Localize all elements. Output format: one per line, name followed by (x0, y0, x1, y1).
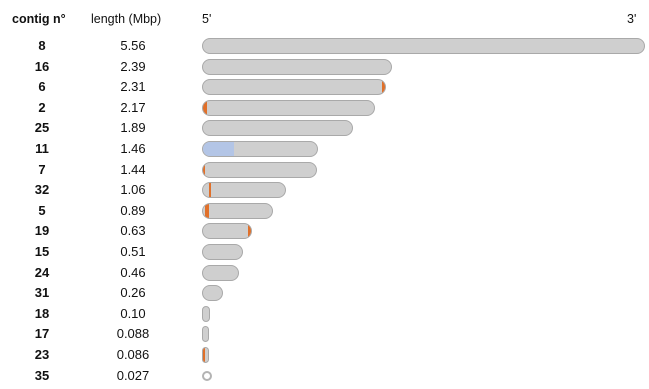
contig-row: 8 5.56 (0, 36, 649, 57)
contig-bar-track (202, 38, 645, 54)
contig-bar (202, 223, 253, 240)
contig-bar (202, 305, 210, 322)
contig-bar-track (202, 326, 645, 343)
contig-bar (202, 58, 393, 75)
contig-length: 1.44 (120, 161, 146, 177)
contig-length: 0.51 (120, 243, 146, 259)
contig-id: 16 (34, 58, 50, 74)
contig-bar-track (202, 305, 645, 322)
contig-row: 5 0.89 (0, 201, 649, 222)
contig-bar-track (202, 346, 645, 363)
orange-site-mark (205, 203, 209, 218)
contig-row: 2 2.17 (0, 98, 649, 119)
contig-row: 11 1.46 (0, 139, 649, 160)
contig-row: 15 0.51 (0, 242, 649, 263)
contig-id: 7 (38, 161, 46, 177)
contig-id: 23 (34, 346, 50, 362)
contig-id: 19 (34, 223, 50, 239)
contig-bar-track (202, 182, 645, 199)
contig-id: 11 (35, 140, 49, 156)
contig-row: 24 0.46 (0, 263, 649, 284)
contig-length: 0.26 (120, 285, 146, 301)
contig-length: 2.39 (120, 58, 146, 74)
contig-bar (202, 285, 223, 302)
contig-id: 6 (38, 79, 46, 95)
contig-bar (202, 161, 317, 178)
orange-site-mark (203, 100, 208, 115)
contig-bar-track (202, 243, 645, 260)
contig-bar-track (202, 202, 645, 219)
contig-length: 2.31 (120, 79, 146, 95)
contig-length: 0.027 (116, 367, 150, 383)
contig-bar (202, 182, 287, 199)
contig-bar (202, 79, 387, 96)
contig-row: 19 0.63 (0, 221, 649, 242)
contig-bar (202, 99, 375, 116)
length-header: length (Mbp) (91, 12, 162, 26)
contig-bar-track (202, 161, 645, 178)
contig-bar-track (202, 99, 645, 116)
contig-row: 7 1.44 (0, 160, 649, 181)
contig-length: 0.086 (116, 346, 150, 362)
contig-number-header: contig n° (12, 12, 66, 26)
contig-bar (202, 326, 209, 343)
orange-site-mark (248, 224, 252, 239)
contig-bar (202, 140, 319, 157)
contig-id: 32 (34, 182, 50, 198)
contig-id: 8 (38, 38, 46, 53)
circular-contig-icon (202, 370, 212, 381)
contig-length: 0.46 (120, 264, 146, 280)
five-prime-label: 5' (202, 12, 212, 26)
contig-length: 0.088 (116, 326, 150, 342)
contig-id: 5 (38, 202, 46, 218)
contig-bar (202, 243, 243, 260)
contig-id: 2 (38, 99, 46, 115)
blue-region-mark (203, 141, 234, 156)
contig-row: 6 2.31 (0, 77, 649, 98)
contig-id: 25 (34, 120, 50, 136)
contig-row: 23 0.086 (0, 345, 649, 366)
contig-bar-track (202, 79, 645, 96)
contig-bar-track (202, 120, 645, 137)
contig-row: 18 0.10 (0, 304, 649, 325)
contig-bar (202, 120, 353, 137)
contig-row: 17 0.088 (0, 324, 649, 345)
contig-length: 5.56 (120, 38, 146, 53)
three-prime-label: 3' (627, 12, 637, 26)
contig-bar (202, 202, 273, 219)
contig-id: 35 (34, 367, 50, 383)
contig-id: 18 (34, 305, 50, 321)
contig-length: 0.10 (120, 305, 146, 321)
contig-bar (202, 346, 209, 363)
contig-length: 1.46 (120, 140, 146, 156)
contig-length: 1.06 (120, 182, 146, 198)
contig-bar-track (202, 368, 645, 384)
orange-site-mark (203, 347, 205, 362)
contig-length: 0.63 (120, 223, 146, 239)
orange-site-mark (203, 162, 206, 177)
contig-row: 35 0.027 (0, 366, 649, 387)
contig-bar-track (202, 140, 645, 157)
contig-bar-track (202, 58, 645, 75)
contig-bar (202, 38, 645, 54)
contig-row: 25 1.89 (0, 118, 649, 139)
contig-id: 31 (34, 285, 50, 301)
contig-bar (202, 264, 239, 281)
orange-site-mark (208, 183, 212, 198)
contig-row: 31 0.26 (0, 283, 649, 304)
contig-rows: 8 5.56 16 2.39 6 2.31 2 2.17 25 1.89 11 1.46 7 1.44 32… (0, 36, 649, 386)
contig-row: 16 2.39 (0, 57, 649, 78)
contig-id: 15 (34, 243, 50, 259)
contig-id: 24 (34, 264, 50, 280)
contig-row: 32 1.06 (0, 180, 649, 201)
orange-site-mark (382, 80, 386, 95)
contig-bar-track (202, 264, 645, 281)
contig-length: 2.17 (120, 99, 146, 115)
contig-id: 17 (34, 326, 50, 342)
contig-length: 0.89 (120, 202, 146, 218)
contig-length: 1.89 (120, 120, 146, 136)
contig-bar-track (202, 285, 645, 302)
contig-bar-track (202, 223, 645, 240)
